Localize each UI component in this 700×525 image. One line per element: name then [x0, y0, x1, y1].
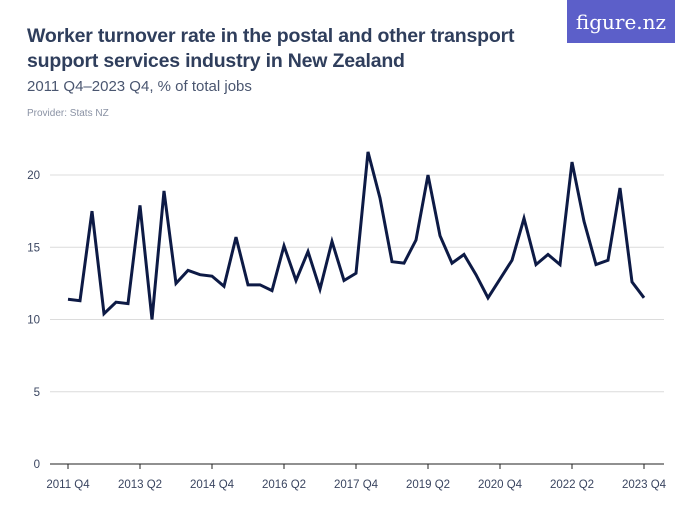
- series-line: [67, 151, 646, 320]
- x-tick-label: 2017 Q4: [334, 479, 379, 491]
- chart-subtitle: 2011 Q4–2023 Q4, % of total jobs: [27, 78, 252, 95]
- x-tick-label: 2014 Q4: [190, 479, 235, 491]
- x-tick-label: 2019 Q2: [406, 479, 450, 491]
- provider-label: Provider: Stats NZ: [27, 108, 109, 119]
- x-tick-label: 2011 Q4: [46, 479, 90, 491]
- x-tick-label: 2022 Q2: [550, 479, 594, 491]
- x-tick-label: 2013 Q2: [118, 479, 162, 491]
- chart-title: Worker turnover rate in the postal and o…: [27, 25, 515, 72]
- figure-nz-logo[interactable]: figure.nz: [567, 0, 675, 43]
- y-tick-label: 0: [34, 459, 40, 471]
- y-tick-label: 5: [34, 387, 40, 399]
- y-tick-label: 10: [27, 315, 40, 327]
- x-tick-label: 2023 Q4: [622, 479, 667, 491]
- x-tick-label: 2016 Q2: [262, 479, 306, 491]
- y-tick-label: 15: [27, 242, 40, 254]
- y-tick-label: 20: [27, 170, 40, 182]
- x-tick-label: 2020 Q4: [478, 479, 523, 491]
